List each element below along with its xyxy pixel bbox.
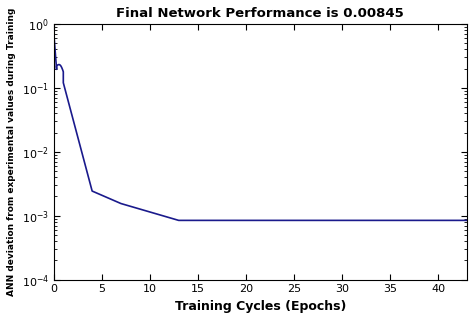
Title: Final Network Performance is 0.00845: Final Network Performance is 0.00845 xyxy=(117,7,404,20)
Y-axis label: ANN deviation from experimental values during Training: ANN deviation from experimental values d… xyxy=(7,8,16,296)
X-axis label: Training Cycles (Epochs): Training Cycles (Epochs) xyxy=(175,300,346,313)
